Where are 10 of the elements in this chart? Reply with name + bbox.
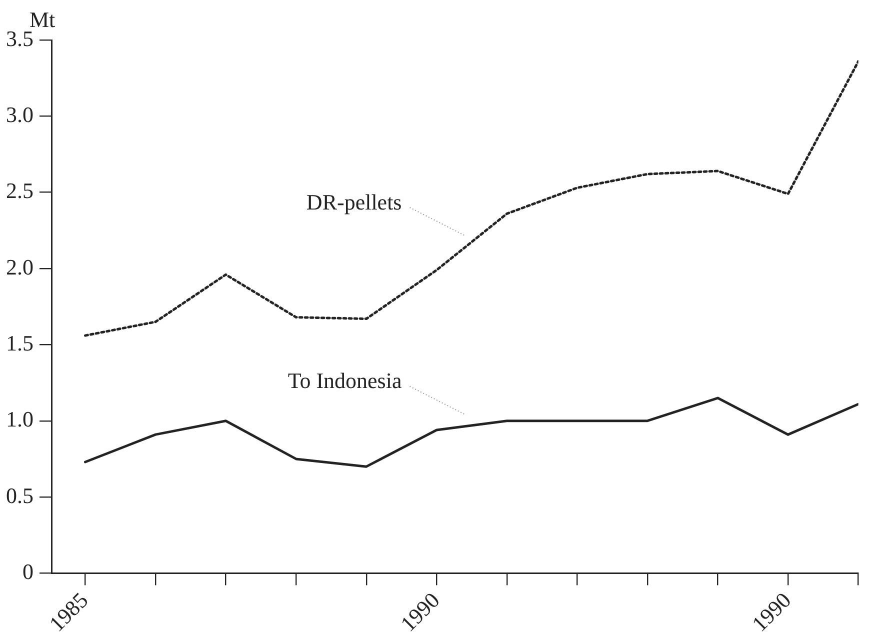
line-series	[84, 60, 858, 337]
text: DR-pellets	[306, 189, 402, 214]
y-tick-label: 2.5	[6, 178, 34, 204]
y-tick-label: 1.0	[6, 406, 34, 432]
y-tick-label: 0	[22, 559, 34, 584]
text: To Indonesia	[288, 368, 402, 394]
y-tick-label: 3.0	[6, 102, 34, 127]
y-tick-label: 1.5	[6, 330, 34, 356]
y-tick-label: 2.0	[6, 254, 34, 280]
y-tick-label: 0.5	[6, 482, 34, 508]
